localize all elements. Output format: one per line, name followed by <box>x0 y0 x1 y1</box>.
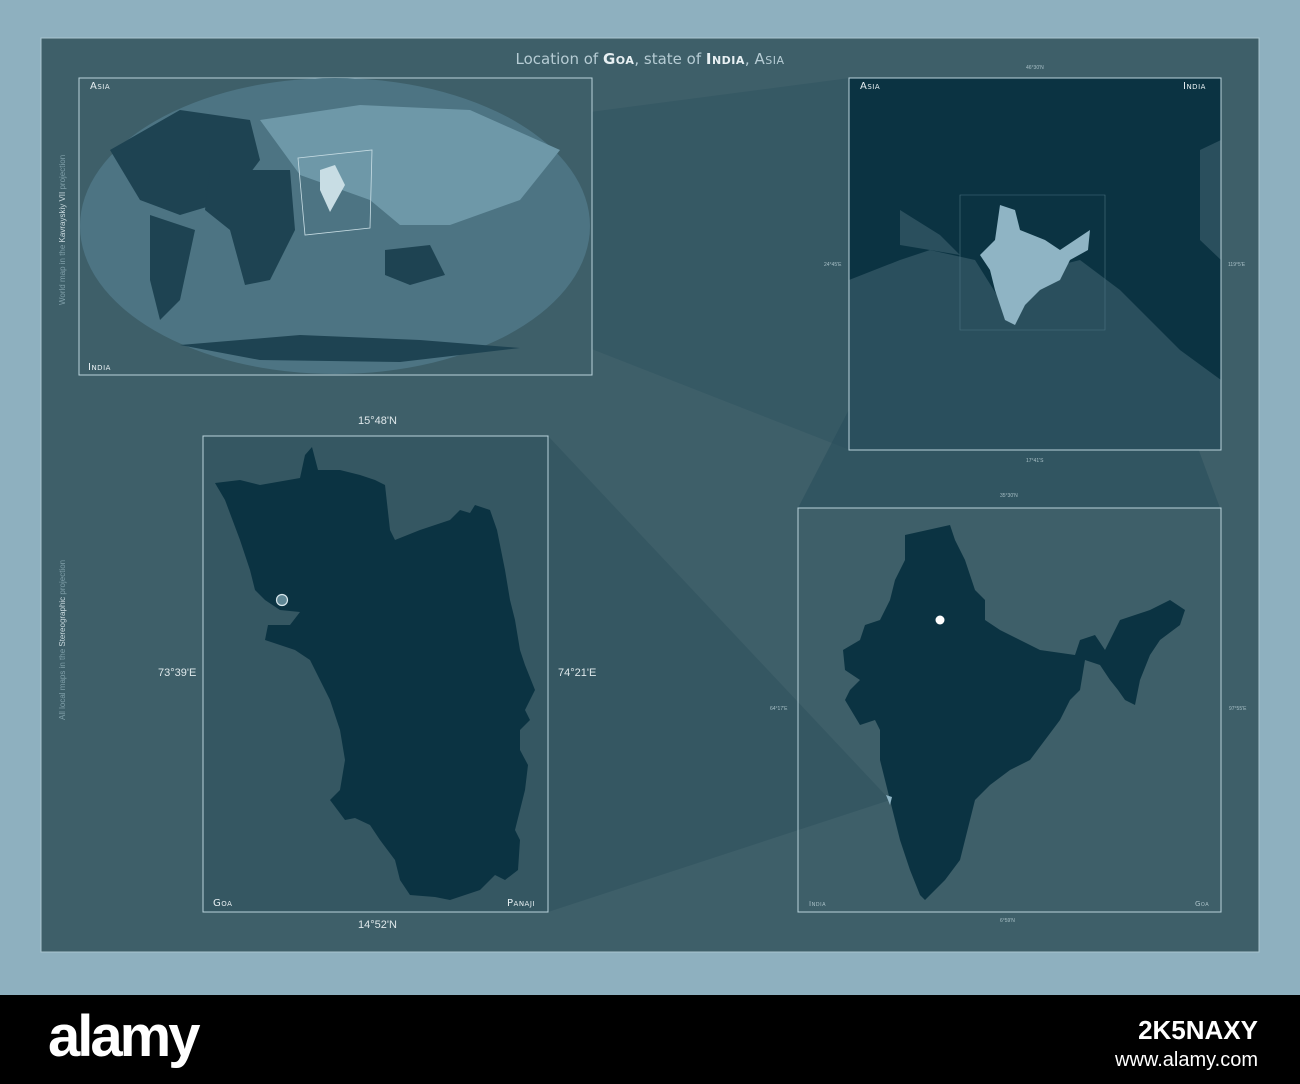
goa-map <box>202 435 549 913</box>
india-highlight <box>980 205 1090 325</box>
asia-highlight <box>260 105 560 225</box>
india-coord-top: 35°30'N <box>1000 493 1018 499</box>
asia-map <box>848 77 1222 451</box>
local-projection-note: All local maps in the Stereographic proj… <box>58 559 67 720</box>
asia-coord-bottom: 17°41'S <box>1026 458 1044 464</box>
goa-coord-top: 15°48'N <box>358 415 397 427</box>
goa-shape <box>215 447 535 900</box>
india-label-left: India <box>809 900 827 908</box>
pacific <box>1200 140 1221 260</box>
footer-bar: alamy 2K5NAXY www.alamy.com <box>0 995 1300 1084</box>
australia <box>385 245 445 285</box>
india-label-right: Goa <box>1195 900 1210 908</box>
antarctica <box>180 335 520 362</box>
world-focus-box <box>297 149 373 236</box>
goa-coord-right: 74°21'E <box>558 667 597 679</box>
goa-coord-left: 73°39'E <box>158 667 197 679</box>
south-america <box>150 215 195 320</box>
goa-highlight <box>886 795 892 805</box>
africa <box>205 170 295 285</box>
goa-label-right: Panaji <box>507 898 535 909</box>
india-coord-left: 64°17'E <box>770 706 788 712</box>
footer-url: www.alamy.com <box>1115 1049 1258 1071</box>
map-graphics <box>40 37 1260 953</box>
alamy-logo: alamy <box>48 1004 200 1069</box>
panaji-capital-marker <box>275 593 289 607</box>
world-projection-note: World map in the Kavrayskiy VII projecti… <box>58 154 67 305</box>
goa-coord-bottom: 14°52'N <box>358 919 397 931</box>
new-delhi-marker <box>935 615 945 625</box>
asia-coord-left: 24°45'E <box>824 262 842 268</box>
world-label-top: Asia <box>90 81 111 92</box>
world-map <box>78 77 593 376</box>
image-id: 2K5NAXY <box>1138 1015 1258 1045</box>
india-highlight <box>320 165 345 212</box>
persian-gulf <box>900 210 960 255</box>
asia-label-left: Asia <box>860 81 881 92</box>
india-coord-bottom: 6°59'N <box>1000 918 1015 924</box>
world-label-bottom: India <box>88 362 111 373</box>
asia-coord-right: 119°5'E <box>1228 262 1246 268</box>
asia-label-right: India <box>1183 81 1206 92</box>
map-canvas: Location of Goa, state of India, Asia As… <box>40 37 1260 953</box>
india-shape <box>843 525 1185 900</box>
asia-focus-box <box>959 194 1106 331</box>
map-title: Location of Goa, state of India, Asia <box>515 50 785 68</box>
india-map <box>797 507 1222 913</box>
indian-ocean <box>849 250 1221 450</box>
asia-coord-top: 46°30'N <box>1026 65 1044 71</box>
india-coord-right: 97°55'E <box>1229 706 1247 712</box>
goa-label-left: Goa <box>213 898 233 909</box>
